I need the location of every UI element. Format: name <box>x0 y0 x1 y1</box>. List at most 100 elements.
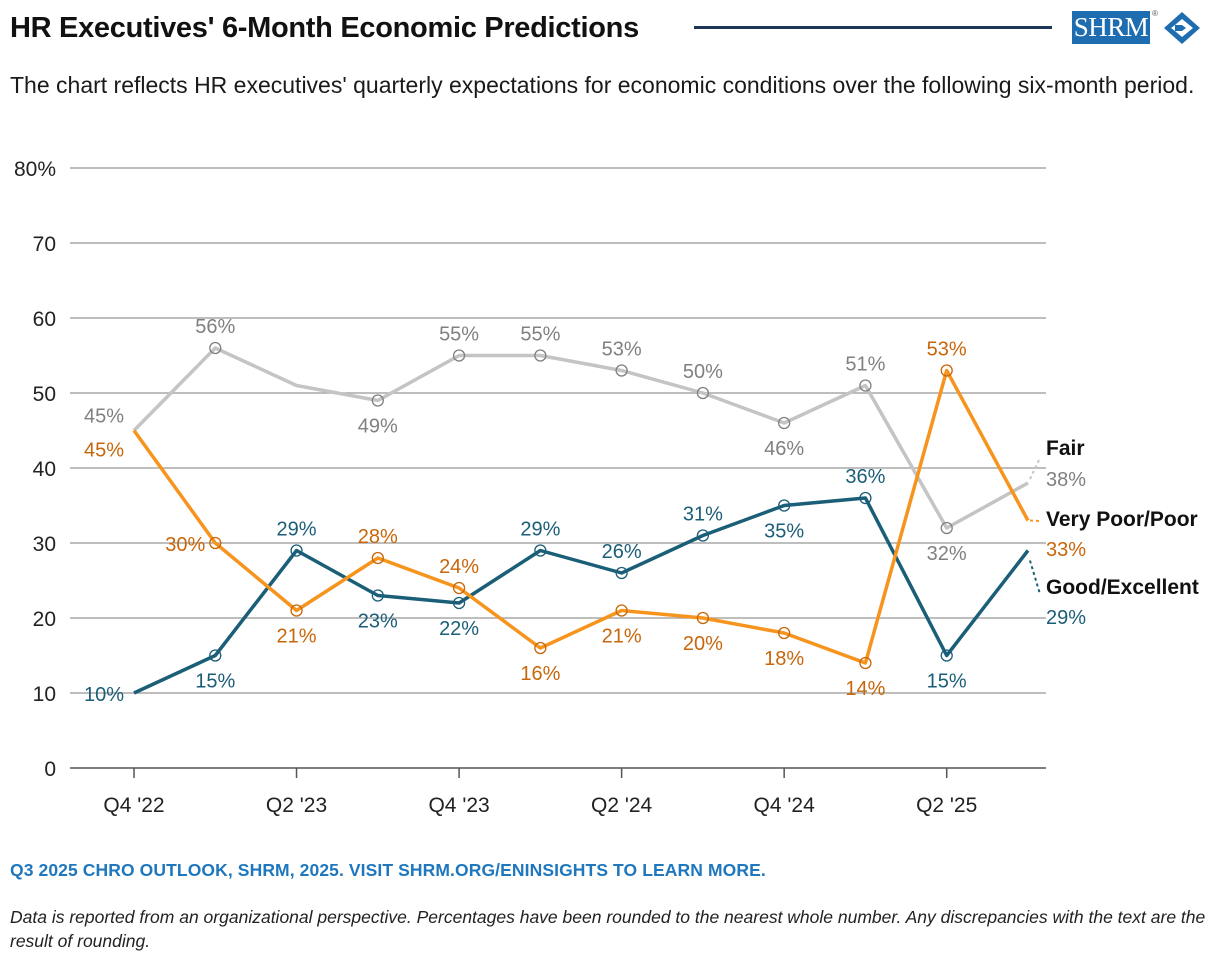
shrm-logo-icon <box>1164 12 1200 44</box>
data-point-good <box>290 544 303 557</box>
y-tick-label: 10 <box>33 683 56 706</box>
legend-label-fair: Fair <box>1046 437 1085 460</box>
data-point-poor <box>615 604 628 617</box>
data-point-fair <box>209 341 222 355</box>
data-label-poor: 21% <box>277 626 317 648</box>
data-point-good <box>371 589 384 602</box>
chart-subtitle: The chart reflects HR executives' quarte… <box>10 72 1195 98</box>
legend-leader-poor <box>1029 519 1041 522</box>
data-label-poor: 45% <box>84 440 124 462</box>
data-point-fair <box>534 349 547 362</box>
data-label-good: 26% <box>602 541 642 563</box>
y-tick-label: 0 <box>44 758 56 781</box>
data-labels: 45% 56% 49% 55% 55% 53% 50% 46% 51% 32% 10% 15% 29% 2… <box>84 316 967 706</box>
data-label-good: 22% <box>439 618 479 640</box>
data-label-fair: 56% <box>195 316 235 338</box>
data-point-fair <box>371 394 384 407</box>
data-point-fair <box>452 349 466 362</box>
data-point-fair <box>940 521 953 535</box>
legend-leader-good <box>1029 560 1041 595</box>
data-label-good: 36% <box>845 466 885 488</box>
data-label-poor: 28% <box>358 526 398 548</box>
data-point-good <box>615 566 628 580</box>
gridlines <box>70 167 1046 694</box>
data-label-poor: 24% <box>439 556 479 578</box>
y-tick-label: 40 <box>33 458 56 481</box>
data-label-fair: 49% <box>358 416 398 438</box>
axes: 0 10 20 30 40 50 60 70 80% Q4 '22 Q2 '23 Q4 '23 Q2 '… <box>14 158 1046 817</box>
data-label-poor: 53% <box>927 339 967 361</box>
legend-label-poor: Very Poor/Poor <box>1046 508 1198 531</box>
series-lines <box>132 346 1030 695</box>
data-label-good: 31% <box>683 504 723 526</box>
source-note: Q3 2025 CHRO OUTLOOK, SHRM, 2025. VISIT … <box>10 860 766 880</box>
data-point-good <box>940 649 953 662</box>
data-label-good: 15% <box>927 671 967 693</box>
series-line-fair <box>132 346 1029 530</box>
legend: Fair 38% Very Poor/Poor 33% Good/Excellent 29… <box>1029 437 1199 629</box>
data-point-good <box>209 649 222 662</box>
data-point-poor <box>534 641 547 655</box>
y-tick-label: 60 <box>33 308 56 331</box>
data-label-good: 29% <box>520 519 560 541</box>
data-label-fair: 55% <box>439 324 479 346</box>
data-point-good <box>534 544 547 557</box>
data-label-fair: 50% <box>683 361 723 383</box>
title-rule <box>694 26 1052 29</box>
legend-leader-fair <box>1029 457 1041 480</box>
x-tick-label: Q2 '25 <box>916 794 977 817</box>
data-point-fair <box>615 364 628 377</box>
footnote: Data is reported from an organizational … <box>10 907 1206 951</box>
y-tick-label: 30 <box>33 533 56 556</box>
data-label-good: 15% <box>195 671 235 693</box>
chart-title: HR Executives' 6-Month Economic Predicti… <box>10 12 639 44</box>
data-label-fair: 32% <box>927 543 967 565</box>
data-label-poor: 20% <box>683 633 723 655</box>
series-markers <box>209 341 953 670</box>
data-point-poor <box>371 551 384 565</box>
data-point-good <box>452 596 466 610</box>
y-tick-label: 20 <box>33 608 56 631</box>
data-point-poor <box>696 611 710 625</box>
data-label-good: 10% <box>84 684 124 706</box>
data-label-poor: 30% <box>165 534 205 556</box>
data-label-poor: 21% <box>602 626 642 648</box>
data-label-fair: 55% <box>520 324 560 346</box>
legend-value-good: 29% <box>1046 607 1086 629</box>
shrm-logo: SHRM ® <box>1072 9 1204 45</box>
data-label-fair: 51% <box>845 354 885 376</box>
data-point-poor <box>778 626 791 640</box>
x-tick-label: Q4 '22 <box>103 794 164 817</box>
series-line-good <box>133 496 1030 695</box>
data-label-fair: 46% <box>764 438 804 460</box>
data-label-good: 23% <box>358 611 398 633</box>
data-point-good <box>778 499 791 512</box>
y-tick-label: 70 <box>33 233 56 256</box>
x-tick-label: Q4 '23 <box>428 794 489 817</box>
data-label-fair: 45% <box>84 406 124 428</box>
data-point-poor <box>290 604 303 617</box>
data-point-poor <box>452 581 466 595</box>
data-point-fair <box>859 379 872 392</box>
data-point-fair <box>778 416 791 430</box>
legend-value-poor: 33% <box>1046 539 1086 561</box>
x-tick-label: Q4 '24 <box>754 794 816 817</box>
x-tick-label: Q2 '23 <box>266 794 327 817</box>
series-line-poor <box>132 368 1030 665</box>
registered-mark: ® <box>1152 9 1158 18</box>
data-label-poor: 16% <box>520 663 560 685</box>
y-tick-label: 80% <box>14 158 56 181</box>
data-label-poor: 14% <box>845 678 885 700</box>
shrm-logo-wordmark: SHRM <box>1072 11 1150 44</box>
data-point-poor <box>209 536 222 550</box>
x-tick-label: Q2 '24 <box>591 794 653 817</box>
y-tick-label: 50 <box>33 383 56 406</box>
data-point-good <box>859 491 872 505</box>
data-point-poor <box>859 656 872 670</box>
data-label-good: 29% <box>277 519 317 541</box>
data-point-fair <box>696 386 710 400</box>
legend-label-good: Good/Excellent <box>1046 576 1199 599</box>
data-point-good <box>696 529 710 542</box>
data-point-poor <box>940 364 953 377</box>
